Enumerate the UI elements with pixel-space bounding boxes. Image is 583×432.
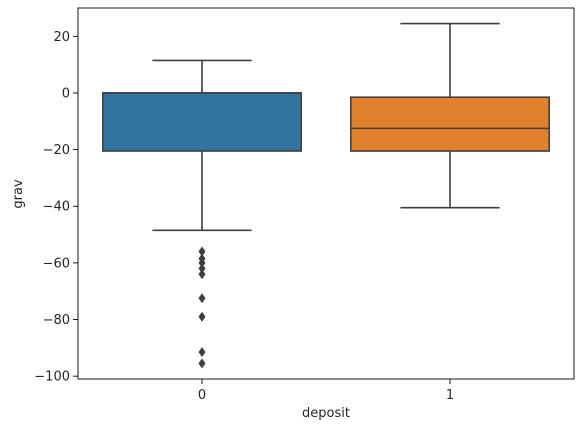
y-tick-label: −100: [34, 370, 70, 385]
y-tick-label: −80: [43, 313, 70, 328]
iqr-box: [102, 92, 302, 152]
outlier-point: [198, 246, 206, 257]
y-tick-label: 0: [62, 86, 70, 101]
outlier-point: [198, 358, 206, 369]
y-tick-label: 20: [53, 30, 70, 45]
y-axis-ticks: 20 0 −20 −40 −60 −80 −100: [34, 30, 78, 385]
x-tick-label: 0: [198, 388, 206, 403]
x-axis-label: deposit: [302, 406, 350, 421]
box-group-0: [102, 59, 302, 369]
outlier-point: [198, 263, 206, 274]
box-group-1: [349, 22, 550, 209]
y-tick-label: −60: [43, 256, 70, 271]
plot-area: [77, 7, 575, 380]
outlier-point: [198, 347, 206, 358]
outlier-point: [198, 257, 206, 268]
outlier-point: [198, 311, 206, 322]
y-tick-label: −20: [43, 143, 70, 158]
iqr-box: [349, 96, 550, 152]
box-series: [102, 22, 550, 369]
outlier-point: [198, 269, 206, 280]
y-tick-label: −40: [43, 200, 70, 215]
y-axis-label: grav: [11, 179, 26, 209]
outlier-point: [198, 293, 206, 304]
x-tick-label: 1: [446, 388, 454, 403]
